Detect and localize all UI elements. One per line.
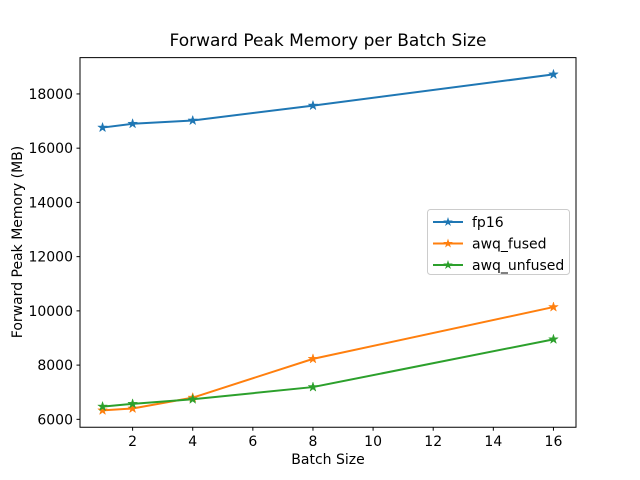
legend-label: fp16	[472, 215, 504, 231]
y-tick-label: 10000	[28, 304, 73, 320]
plot-area: 2 4 6 8 10 12 14 16 6000 8000 10000 12000 14000 16000…	[28, 57, 577, 450]
legend-label: awq_fused	[472, 237, 547, 253]
data-point-star-awq_fused	[307, 353, 319, 364]
x-tick-label: 16	[545, 434, 563, 450]
y-tick-label: 14000	[28, 195, 73, 211]
star-marker-icon	[443, 238, 453, 248]
y-tick-label: 6000	[37, 412, 73, 428]
x-tick-label: 14	[484, 434, 502, 450]
legend-box	[427, 209, 570, 275]
data-point-star-fp16	[547, 68, 559, 80]
series-line-fp16	[101, 73, 555, 129]
y-axis-label: Forward Peak Memory (MB)	[10, 146, 26, 338]
legend-entry-awq-fused: awq_fused	[433, 237, 547, 253]
data-point-star-awq_unfused	[97, 400, 109, 412]
legend-entry-fp16: fp16	[433, 215, 504, 231]
x-axis-label: Batch Size	[291, 452, 364, 468]
data-point-star-fp16	[127, 117, 139, 129]
x-tick-label: 12	[424, 434, 442, 450]
star-marker-icon	[443, 260, 453, 270]
series-line-awq_unfused	[101, 338, 555, 408]
y-tick-label: 12000	[28, 250, 73, 266]
x-tick-label: 6	[248, 434, 257, 450]
data-point-star-awq_unfused	[127, 398, 139, 409]
data-point-star-fp16	[187, 114, 199, 126]
legend-label: awq_unfused	[472, 258, 564, 274]
x-tick-label: 10	[364, 434, 382, 450]
legend: fp16 awq_fused awq_unfused	[427, 209, 570, 275]
series-line-awq_fused	[101, 306, 555, 412]
x-tick-label: 4	[188, 434, 197, 450]
star-marker-icon	[443, 217, 453, 227]
x-tick-label: 8	[309, 434, 318, 450]
data-point-star-awq_unfused	[187, 393, 199, 404]
y-tick-label: 16000	[28, 141, 73, 157]
data-point-star-awq_unfused	[547, 333, 559, 345]
data-point-star-awq_fused	[547, 301, 559, 312]
data-point-star-fp16	[97, 121, 109, 133]
x-tick-label: 2	[128, 434, 137, 450]
y-tick-label: 8000	[37, 358, 73, 374]
legend-entry-awq-unfused: awq_unfused	[433, 258, 564, 274]
y-tick-label: 18000	[28, 87, 73, 103]
axes-spines	[79, 57, 577, 428]
data-point-star-awq_fused	[97, 404, 109, 416]
data-point-star-fp16	[307, 99, 319, 111]
chart-title: Forward Peak Memory per Batch Size	[170, 31, 487, 51]
data-point-star-awq_fused	[127, 402, 139, 414]
data-point-star-awq_unfused	[307, 381, 319, 392]
